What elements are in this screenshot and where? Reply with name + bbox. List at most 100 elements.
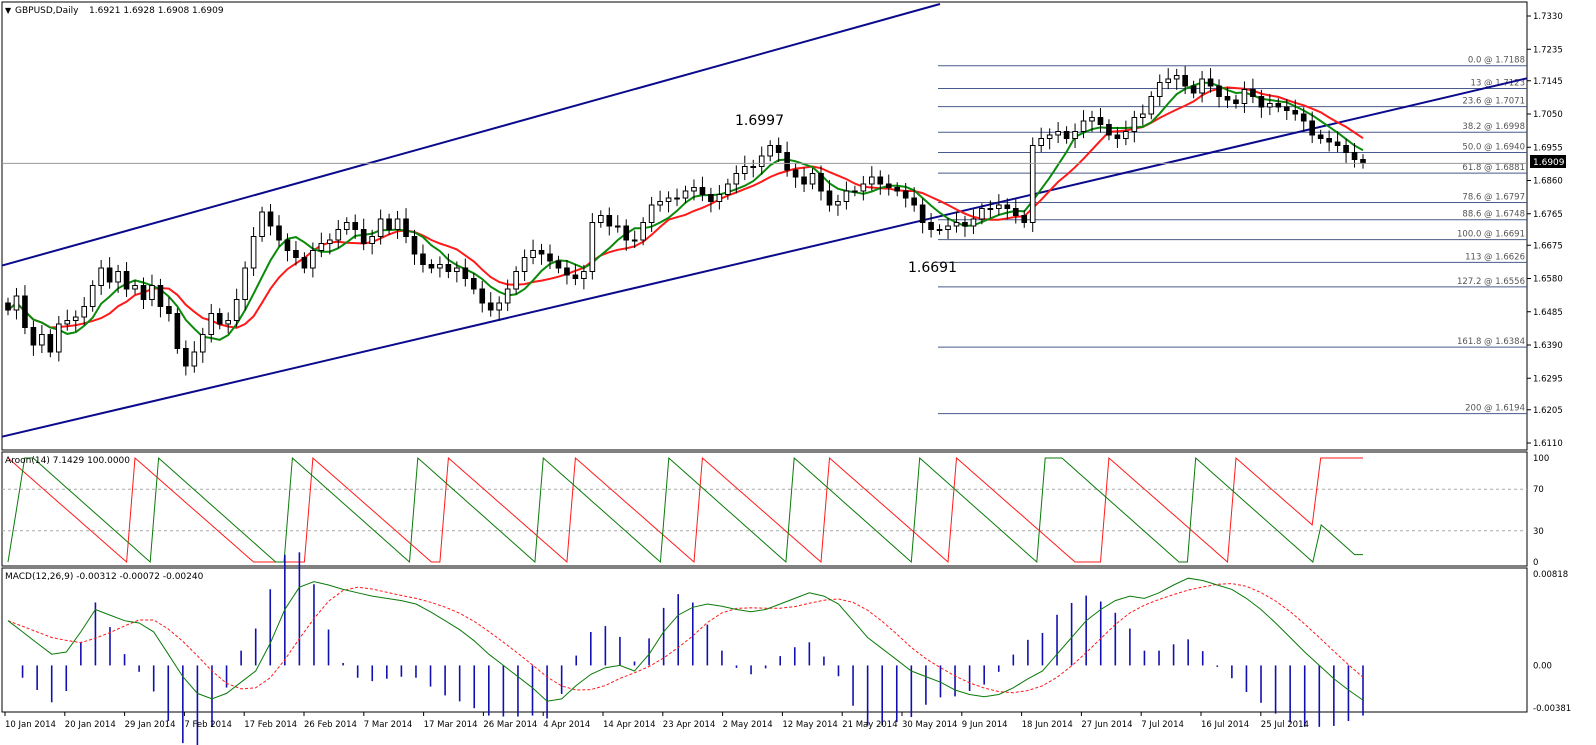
aroon-layer [2,456,1527,564]
date-tick-label-5: 26 Feb 2014 [304,720,357,730]
candle-body [166,306,172,314]
candle-body [47,334,54,353]
candle-body [682,190,689,199]
candle-body [352,222,359,230]
candle-body [1199,78,1205,94]
candle-body [1351,152,1358,160]
collapse-triangle-icon[interactable]: ▼ [5,6,12,15]
candle-body [911,197,917,206]
candle-body [1360,159,1366,164]
candle-body [55,323,62,353]
candle-body [98,267,104,286]
aroon-tick-label-2: 30 [1533,527,1544,537]
date-tick-label-7: 17 Mar 2014 [424,720,478,730]
candle-body [631,239,638,242]
macd-line [7,577,1364,702]
date-tick-label-18: 27 Jun 2014 [1081,720,1132,730]
candle-body [1250,89,1256,97]
current-price-label: 1.6909 [1533,158,1565,168]
candle-body [885,183,892,188]
candle-body [1165,78,1172,83]
candle-body [614,225,621,228]
candle-body [1173,75,1180,80]
candle-body [1300,113,1307,122]
candle-body [13,295,20,311]
candle-body [809,173,816,185]
candle-body [826,190,833,206]
candle-body [81,306,88,318]
candle-body [1004,204,1011,209]
candle-body [1021,215,1028,223]
candle-body [216,313,223,325]
candle-body [106,267,113,283]
price-tick-label-12: 1.6205 [1533,406,1563,416]
candle-body [1097,117,1104,125]
fib-label-3: 38.2 @ 1.6998 [1462,122,1525,132]
fib-label-9: 113 @ 1.6626 [1465,252,1525,262]
date-tick-label-17: 18 Jun 2014 [1022,720,1073,730]
fib-label-4: 50.0 @ 1.6940 [1462,143,1525,153]
candle-body [1114,134,1121,139]
candle-body [733,173,740,185]
candle-body [1258,96,1265,108]
price-pane-title: GBPUSD,Daily [15,6,79,16]
fib-label-11: 161.8 @ 1.6384 [1457,337,1525,347]
candle-body [936,229,943,231]
candle-body [183,348,189,367]
candle-body [835,201,841,206]
candle-body [1123,131,1129,139]
candle-body [928,222,934,230]
date-tick-label-19: 7 Jul 2014 [1141,720,1184,730]
candle-body [674,197,680,200]
date-tick-label-20: 16 Jul 2014 [1201,720,1249,730]
price-tick-label-13: 1.6110 [1533,439,1563,449]
candle-body [293,250,299,258]
candle-body [208,313,215,335]
date-tick-label-11: 23 Apr 2014 [663,720,716,730]
candle-body [504,288,511,304]
candle-body [445,264,452,272]
swing-low-annotation: 1.6691 [908,260,957,276]
candle-body [868,176,875,185]
candle-body [1038,138,1045,146]
candle-body [326,239,333,244]
candle-body [555,260,562,269]
candle-body [403,218,409,237]
date-tick-label-16: 9 Jun 2014 [962,720,1008,730]
candle-body [225,320,232,325]
axes-layer: 1.7330 1.7235 1.7145 1.7050 1.6955 1.6860 1.67… [4,12,1571,730]
candle-body [860,183,867,192]
candle-body [242,267,248,300]
candle-body [589,222,596,272]
candle-body [1063,131,1070,139]
candle-body [648,204,655,223]
candle-body [877,176,884,185]
candle-body [1055,131,1061,136]
candle-body [115,271,121,283]
candle-body [479,288,486,304]
candle-body [259,211,265,237]
candle-body [377,218,384,237]
candle-body [22,295,28,328]
candle-body [30,327,37,346]
fib-label-8: 100.0 @ 1.6691 [1457,230,1525,240]
candle-body [1275,103,1282,108]
macd-tick-label-1: 0.00 [1533,661,1552,671]
candle-body [132,285,138,290]
candle-body [39,334,45,346]
candle-body [750,166,757,168]
candle-body [1029,145,1036,223]
candle-body [564,267,570,276]
candle-body [606,215,613,227]
candle-body [1283,106,1290,111]
date-tick-label-13: 12 May 2014 [782,720,837,730]
candle-body [919,204,926,223]
candle-body [852,190,858,193]
candle-body [360,229,367,244]
fib-label-7: 88.6 @ 1.6748 [1462,210,1525,220]
candle-body [386,218,392,230]
macd-tick-label-0: 0.00818 [1533,570,1568,580]
aroon-pane [1,451,1528,567]
candle-body [996,204,1002,209]
candle-body [318,243,325,251]
